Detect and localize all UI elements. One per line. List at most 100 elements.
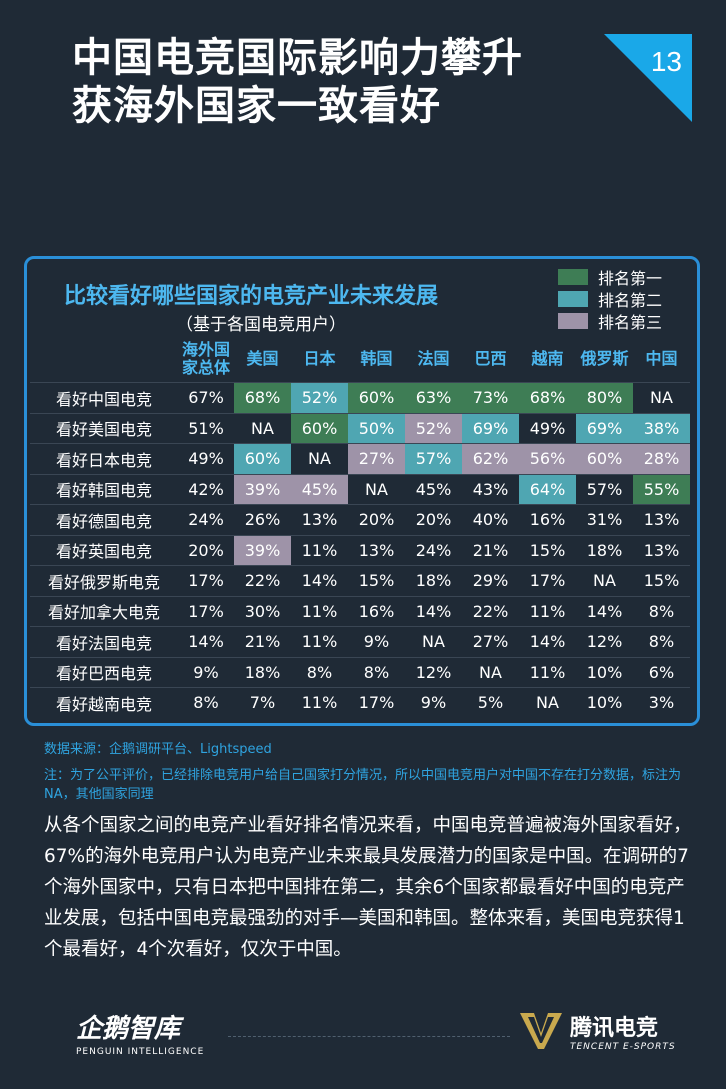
heat-cell: 39% xyxy=(234,534,291,566)
body-paragraph: 从各个国家之间的电竞产业看好排名情况来看，中国电竞普遍被海外国家看好，67%的海… xyxy=(44,815,692,960)
chart-legend: 排名第一 排名第二 排名第三 xyxy=(558,266,662,332)
heat-cell: 20% xyxy=(348,504,405,535)
row-label: 看好巴西电竞 xyxy=(30,656,178,688)
heat-cell: 12% xyxy=(405,656,462,688)
table-body: 看好中国电竞 67% 68% 52% 60% 63% 73% 68% 80% NA 看好美国电竞 51… xyxy=(30,382,690,718)
heat-cell: 8% xyxy=(633,595,690,627)
page-title: 中国电竞国际影响力攀升 获海外国家一致看好 xyxy=(72,34,523,130)
heat-cell: 28% xyxy=(633,443,690,474)
column-header: 日本 xyxy=(303,349,336,368)
heat-cell: 14% xyxy=(291,565,348,596)
row-label: 看好韩国电竞 xyxy=(30,473,178,505)
tencent-esports-logo: 腾讯电竞 TENCENT E-SPORTS xyxy=(520,1010,676,1052)
table-row: 看好日本电竞 49% 60% NA 27% 57% 62% 56% 60% 28% xyxy=(30,443,690,474)
footnote: 注：为了公平评价，已经排除电竞用户给自己国家打分情况，所以中国电竞用户对中国不存… xyxy=(44,768,682,802)
heat-cell: 18% xyxy=(234,656,291,688)
heat-cell: 12% xyxy=(576,626,633,657)
header-corner xyxy=(30,336,178,383)
heat-cell: 21% xyxy=(462,534,519,566)
heat-cell: 80% xyxy=(576,382,633,413)
heat-cell: 55% xyxy=(633,473,690,505)
left-logo-subtext: PENGUIN INTELLIGENCE xyxy=(76,1047,205,1057)
heat-cell: 50% xyxy=(348,412,405,444)
heat-cell: 63% xyxy=(405,382,462,413)
heat-cell: 3% xyxy=(633,687,690,718)
legend-item-rank-3: 排名第三 xyxy=(558,310,662,332)
heat-cell: 49% xyxy=(519,412,576,444)
legend-label-rank-1: 排名第一 xyxy=(598,269,663,288)
footer-divider xyxy=(228,1036,510,1037)
column-header: 俄罗斯 xyxy=(580,349,629,368)
data-source: 数据来源：企鹅调研平台、Lightspeed xyxy=(44,742,272,757)
table-row: 看好巴西电竞 9% 18% 8% 8% 12% NA 11% 10% 6% xyxy=(30,656,690,688)
heat-cell: 6% xyxy=(633,656,690,688)
heat-cell: 26% xyxy=(234,504,291,535)
table-row: 看好加拿大电竞 17% 30% 11% 16% 14% 22% 11% 14% 8% xyxy=(30,595,690,627)
row-label: 看好德国电竞 xyxy=(30,504,178,535)
heat-cell: 49% xyxy=(178,443,234,474)
row-label: 看好加拿大电竞 xyxy=(30,595,178,627)
heat-cell: NA xyxy=(462,656,519,688)
heat-cell: 60% xyxy=(348,382,405,413)
column-header: 美国 xyxy=(246,349,279,368)
heat-cell: 14% xyxy=(576,595,633,627)
heat-cell: 17% xyxy=(519,565,576,596)
legend-swatch-rank-3 xyxy=(558,313,588,329)
heat-cell: 8% xyxy=(348,656,405,688)
heat-cell: 69% xyxy=(576,412,633,444)
heat-cell: 60% xyxy=(234,443,291,474)
heat-cell: 22% xyxy=(234,565,291,596)
heat-cell: 24% xyxy=(178,504,234,535)
legend-label-rank-3: 排名第三 xyxy=(598,313,663,332)
heat-cell: 9% xyxy=(348,626,405,657)
heat-cell: 15% xyxy=(633,565,690,596)
heat-cell: 22% xyxy=(462,595,519,627)
header-row: 海外国家总体 美国 日本 韩国 法国 巴西 越南 俄罗斯 中国 xyxy=(30,336,690,383)
heat-cell: 11% xyxy=(291,687,348,718)
row-label: 看好美国电竞 xyxy=(30,412,178,444)
heat-cell: NA xyxy=(576,565,633,596)
heat-cell: 17% xyxy=(348,687,405,718)
heat-cell: 24% xyxy=(405,534,462,566)
heat-cell: 52% xyxy=(291,382,348,413)
heat-cell: NA xyxy=(519,687,576,718)
heat-cell: 38% xyxy=(633,412,690,444)
heat-cell: 43% xyxy=(462,473,519,505)
heat-cell: 8% xyxy=(178,687,234,718)
penguin-intelligence-logo: 企鹅智库 PENGUIN INTELLIGENCE xyxy=(76,1008,204,1057)
legend-swatch-rank-1 xyxy=(558,269,588,285)
heat-cell: 13% xyxy=(633,504,690,535)
row-label: 看好法国电竞 xyxy=(30,626,178,657)
heat-cell: 62% xyxy=(462,443,519,474)
heat-cell: 10% xyxy=(576,687,633,718)
legend-label-rank-2: 排名第二 xyxy=(598,291,663,310)
column-header: 韩国 xyxy=(360,349,393,368)
heat-cell: 14% xyxy=(178,626,234,657)
column-header: 海外国家总体 xyxy=(181,340,230,377)
heat-cell: 11% xyxy=(291,626,348,657)
row-label: 看好英国电竞 xyxy=(30,534,178,566)
heat-cell: 11% xyxy=(519,595,576,627)
heat-cell: 45% xyxy=(291,473,348,505)
heat-cell: 13% xyxy=(291,504,348,535)
heat-cell: 17% xyxy=(178,595,234,627)
heat-cell: 57% xyxy=(405,443,462,474)
column-header: 法国 xyxy=(417,349,450,368)
heat-cell: 31% xyxy=(576,504,633,535)
legend-swatch-rank-2 xyxy=(558,291,588,307)
row-label: 看好日本电竞 xyxy=(30,443,178,474)
heat-cell: 16% xyxy=(519,504,576,535)
heat-cell: 45% xyxy=(405,473,462,505)
table-row: 看好法国电竞 14% 21% 11% 9% NA 27% 14% 12% 8% xyxy=(30,626,690,657)
heat-cell: 42% xyxy=(178,473,234,505)
row-label: 看好中国电竞 xyxy=(30,382,178,413)
heat-cell: 60% xyxy=(291,412,348,444)
heat-cell: 14% xyxy=(519,626,576,657)
heat-cell: 21% xyxy=(234,626,291,657)
title-line-1: 中国电竞国际影响力攀升 xyxy=(72,35,523,81)
heat-cell: 15% xyxy=(348,565,405,596)
heat-cell: 10% xyxy=(576,656,633,688)
heat-cell: 20% xyxy=(178,534,234,566)
table-row: 看好韩国电竞 42% 39% 45% NA 45% 43% 64% 57% 55% xyxy=(30,473,690,505)
table-row: 看好德国电竞 24% 26% 13% 20% 20% 40% 16% 31% 13% xyxy=(30,504,690,535)
